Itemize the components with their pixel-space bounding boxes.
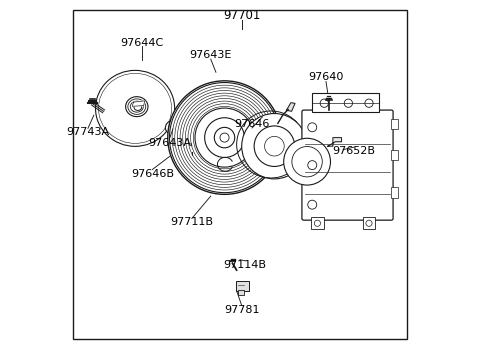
Bar [391,119,398,129]
Text: 97646B: 97646B [131,169,174,179]
Ellipse shape [126,97,148,117]
Text: 97644C: 97644C [120,38,164,48]
Circle shape [254,126,295,166]
Text: 97781: 97781 [224,304,260,315]
Text: 97743A: 97743A [66,127,109,138]
Circle shape [264,137,284,156]
Circle shape [204,118,244,158]
Bar [391,187,398,198]
Bar [363,217,375,229]
Circle shape [320,99,328,107]
Circle shape [308,161,317,170]
Ellipse shape [168,123,180,131]
Polygon shape [287,103,295,111]
Text: 97643A: 97643A [148,138,191,148]
Circle shape [220,133,229,142]
Ellipse shape [166,120,182,135]
Text: 97701: 97701 [223,9,261,22]
FancyBboxPatch shape [302,110,393,220]
Circle shape [308,200,317,209]
Circle shape [284,138,330,185]
Bar [311,217,324,229]
Ellipse shape [134,104,142,110]
Text: 97646: 97646 [234,119,270,129]
Bar [312,93,379,112]
Circle shape [365,99,373,107]
Text: 97640: 97640 [308,72,344,83]
Circle shape [168,81,281,194]
Ellipse shape [130,101,144,112]
Circle shape [292,147,322,177]
Text: 97643E: 97643E [190,50,232,60]
Ellipse shape [128,99,146,114]
Circle shape [242,114,307,179]
Bar [236,281,249,291]
Circle shape [195,108,254,167]
Circle shape [344,99,352,107]
Circle shape [308,123,317,132]
Polygon shape [328,138,341,146]
Polygon shape [132,101,144,106]
Text: 97711B: 97711B [170,217,213,227]
Text: 97114B: 97114B [224,260,267,270]
Bar [238,290,244,295]
Text: 97652B: 97652B [332,146,375,157]
Circle shape [314,220,321,226]
Bar [391,150,398,160]
Circle shape [366,220,372,226]
Circle shape [214,127,235,148]
